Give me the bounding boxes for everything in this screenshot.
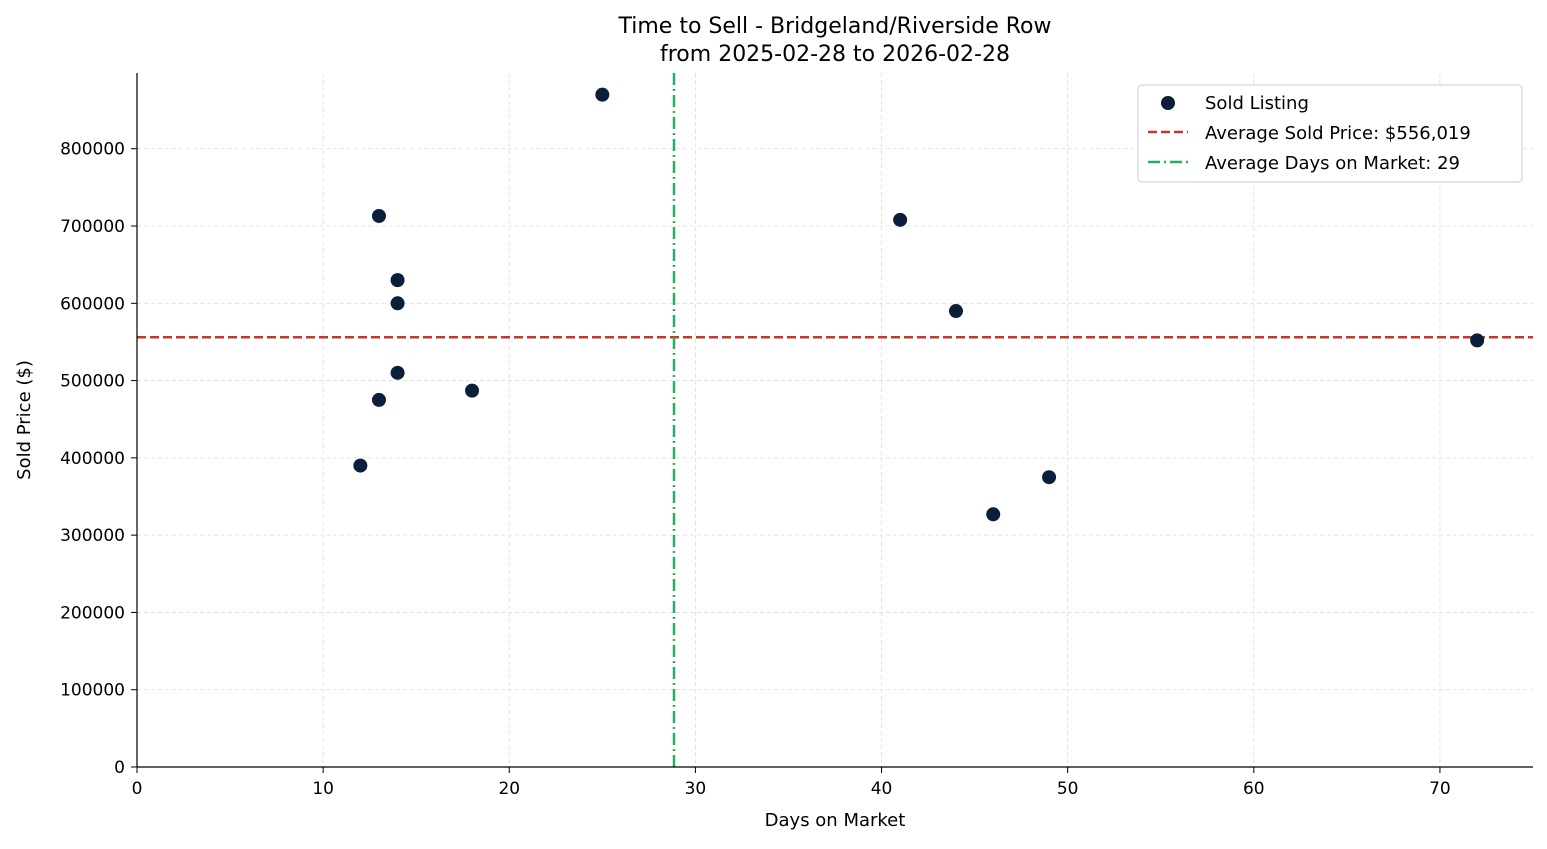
- x-tick-label: 70: [1429, 779, 1451, 799]
- reference-lines: [137, 73, 1533, 767]
- y-tick-label: 800000: [60, 140, 125, 160]
- y-tick-label: 200000: [60, 603, 125, 623]
- x-axis-label: Days on Market: [765, 810, 906, 831]
- data-point: [390, 296, 405, 311]
- data-point: [353, 458, 368, 473]
- y-tick-label: 300000: [60, 526, 125, 546]
- x-tick-label: 50: [1057, 779, 1079, 799]
- legend: Sold Listing Average Sold Price: $556,01…: [1137, 84, 1523, 183]
- data-point: [371, 208, 386, 223]
- y-tick-label: 600000: [60, 294, 125, 314]
- data-point: [465, 383, 480, 398]
- data-point: [893, 212, 908, 227]
- data-point: [986, 507, 1001, 522]
- x-tick-label: 30: [685, 779, 707, 799]
- legend-label-sold-listing: Sold Listing: [1205, 93, 1309, 114]
- x-tick-label: 20: [498, 779, 520, 799]
- data-point: [595, 87, 610, 102]
- chart-title: Time to Sell - Bridgeland/Riverside Row: [617, 14, 1051, 39]
- y-tick-label: 700000: [60, 217, 125, 237]
- y-tick-label: 100000: [60, 681, 125, 701]
- data-points: [353, 87, 1485, 522]
- y-axis-label: Sold Price ($): [14, 360, 35, 480]
- legend-label-average-price: Average Sold Price: $556,019: [1205, 123, 1471, 144]
- data-point: [371, 392, 386, 407]
- data-point: [1470, 333, 1485, 348]
- data-point: [390, 365, 405, 380]
- legend-box: [1137, 84, 1523, 183]
- axes: 0 10 20 30 40 50 60 70 0 100000 200000 300000 400000…: [60, 73, 1533, 799]
- x-tick-label: 0: [132, 779, 143, 799]
- data-point: [390, 273, 405, 288]
- x-tick-label: 10: [312, 779, 334, 799]
- legend-marker-sold-listing: [1161, 96, 1175, 110]
- y-tick-label: 500000: [60, 372, 125, 392]
- y-tick-label: 0: [114, 758, 125, 778]
- data-point: [948, 304, 963, 319]
- x-tick-label: 40: [871, 779, 893, 799]
- x-tick-label: 60: [1243, 779, 1265, 799]
- legend-label-average-days: Average Days on Market: 29: [1205, 153, 1460, 174]
- chart-subtitle: from 2025-02-28 to 2026-02-28: [660, 42, 1010, 67]
- y-tick-label: 400000: [60, 449, 125, 469]
- data-point: [1042, 470, 1057, 485]
